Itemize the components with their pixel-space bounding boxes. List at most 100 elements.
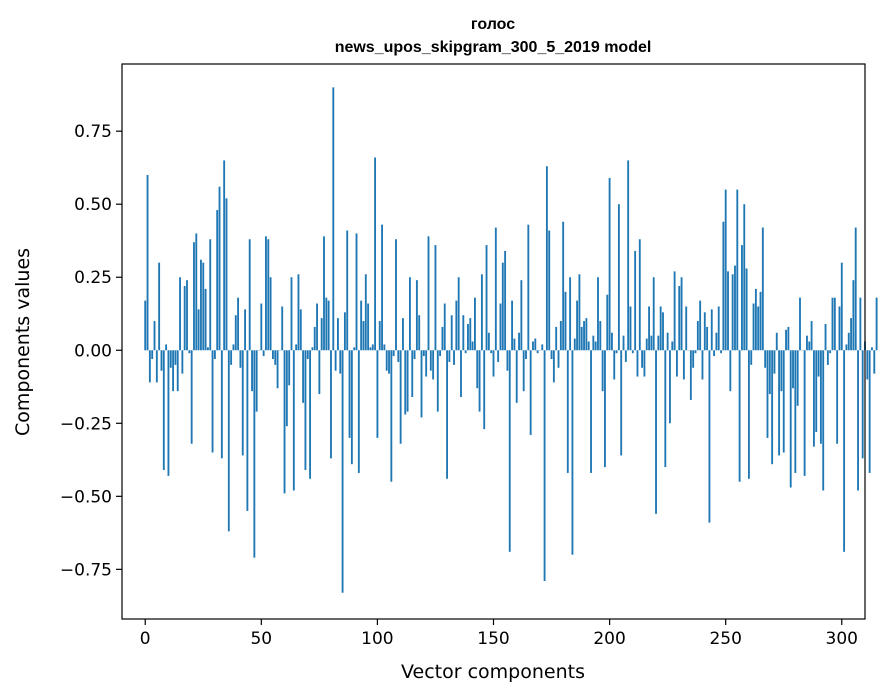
bar [425,350,427,376]
bar [414,350,416,359]
bar [328,301,330,351]
bar [590,350,592,473]
bar [757,306,759,350]
bar [397,350,399,362]
x-tick-label: 100 [361,629,393,649]
bar [337,318,339,350]
bar [732,274,734,350]
bar [165,344,167,350]
bar [585,318,587,350]
bar [277,350,279,388]
bar [776,333,778,351]
chart-subtitle: news_upos_skipgram_300_5_2019 model [335,39,652,56]
bar [400,350,402,443]
bar [265,236,267,350]
bar [191,350,193,443]
bar [223,160,225,350]
bar [460,350,462,397]
bar [216,210,218,350]
bar [546,166,548,350]
bar [706,327,708,350]
bar [606,295,608,351]
bar [618,204,620,350]
bar [859,298,861,351]
y-tick-label: −0.25 [60,414,112,434]
bar [230,350,232,365]
bar [604,350,606,467]
bar [376,350,378,438]
bar [388,350,390,373]
bar [469,318,471,350]
bar [722,222,724,351]
bar [467,324,469,350]
bar [639,239,641,350]
bar [365,274,367,350]
bar [430,350,432,370]
bar [344,312,346,350]
bar [237,298,239,351]
bar [711,309,713,350]
bar [284,350,286,493]
bar [441,327,443,350]
bar [871,347,873,350]
bar [532,342,534,351]
bar [667,333,669,351]
bar [311,347,313,350]
bar [743,204,745,350]
bar [507,350,509,370]
bar [409,277,411,350]
bar [588,342,590,351]
bar [205,289,207,350]
bar [774,350,776,373]
bar [453,350,455,365]
bar [602,350,604,391]
bar [697,321,699,350]
bar [866,350,868,379]
bar [843,350,845,552]
bar [184,286,186,350]
bar [325,298,327,351]
bar [643,350,645,376]
bar [553,350,555,382]
bar [198,309,200,350]
bar [753,304,755,351]
bar [641,350,643,368]
bar [214,350,216,359]
bar [558,350,560,368]
bar [592,336,594,351]
bar [339,350,341,373]
bar [476,350,478,388]
bar [249,239,251,350]
bar [411,350,413,397]
bar [674,271,676,350]
bar [869,350,871,473]
bar [852,280,854,350]
bar [242,350,244,455]
bar [799,298,801,351]
bar [818,350,820,376]
bar [195,233,197,350]
bar [330,350,332,458]
x-tick-label: 150 [477,629,509,649]
y-tick-label: 0.75 [74,122,112,142]
bar [504,251,506,350]
bar [808,342,810,351]
y-tick-label: −0.50 [60,487,112,507]
bar [179,277,181,350]
bar [404,350,406,414]
bar [583,321,585,350]
bar [616,350,618,353]
bar [792,350,794,388]
bar [207,347,209,350]
bar [565,292,567,350]
bar [632,350,634,353]
bar [323,236,325,350]
bar [787,327,789,350]
bar [574,339,576,351]
bar [472,342,474,351]
bar [729,350,731,391]
bar [253,350,255,557]
bar [309,350,311,479]
bar [718,306,720,350]
